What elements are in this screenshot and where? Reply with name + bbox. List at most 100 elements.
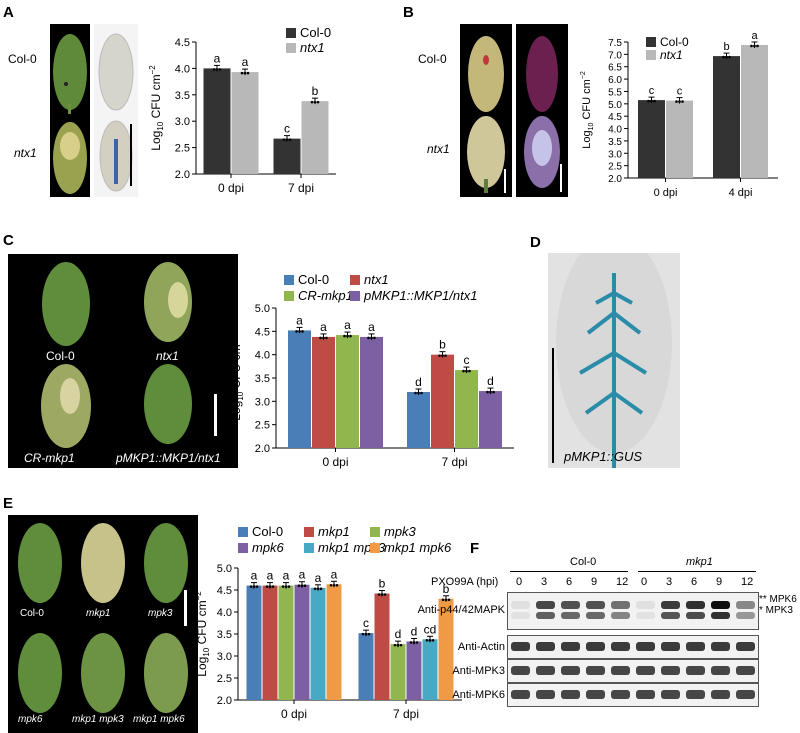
significance-letter: a bbox=[267, 569, 274, 583]
data-point bbox=[282, 138, 286, 141]
y-tick-label: 3.0 bbox=[175, 116, 190, 128]
y-tick-label: 3.0 bbox=[255, 396, 270, 408]
timepoint-label: 12 bbox=[616, 576, 629, 588]
data-point bbox=[438, 354, 441, 357]
data-point bbox=[465, 369, 468, 373]
data-point bbox=[417, 391, 420, 395]
significance-letter: a bbox=[214, 51, 221, 65]
leaf-photos-e bbox=[8, 515, 198, 733]
data-point bbox=[255, 585, 259, 588]
blot-band bbox=[561, 612, 580, 619]
y-tick-label: 2.5 bbox=[255, 420, 270, 432]
photo-label-col0-e: Col-0 bbox=[20, 608, 44, 619]
y-axis-label: Log10 CFU cm−2 bbox=[228, 335, 245, 421]
data-point bbox=[300, 584, 304, 588]
blot-band bbox=[636, 601, 655, 609]
blot-band bbox=[586, 601, 605, 609]
timepoint-label: 3 bbox=[541, 576, 548, 588]
blot-band bbox=[536, 642, 555, 651]
blot-band bbox=[736, 612, 755, 619]
blot-band bbox=[711, 642, 730, 651]
blot-band bbox=[686, 612, 705, 619]
data-point bbox=[301, 330, 304, 333]
significance-letter: d bbox=[487, 374, 494, 388]
blot-p44-f bbox=[507, 592, 759, 630]
data-point bbox=[380, 593, 384, 596]
legend-swatch bbox=[370, 543, 380, 553]
data-point bbox=[322, 336, 325, 340]
photo-label-mkp1-e: mkp1 bbox=[86, 608, 111, 619]
data-point bbox=[396, 643, 400, 647]
blot-band bbox=[636, 642, 655, 651]
data-point bbox=[756, 44, 759, 48]
legend-swatch bbox=[350, 275, 360, 285]
blot-band bbox=[611, 642, 630, 651]
y-tick-label: 2.0 bbox=[217, 695, 232, 707]
blot-band bbox=[586, 612, 605, 619]
y-tick-label: 5.0 bbox=[608, 100, 622, 111]
panel-label-b: B bbox=[403, 4, 414, 21]
data-point bbox=[249, 585, 253, 588]
significance-letter: b bbox=[379, 577, 386, 591]
data-point bbox=[361, 632, 365, 636]
legend-label: ntx1 bbox=[364, 272, 389, 287]
data-point bbox=[722, 55, 725, 59]
leaf-photos-c bbox=[8, 254, 238, 468]
group-label-col0-f: Col-0 bbox=[570, 556, 597, 568]
data-point bbox=[285, 138, 289, 141]
y-tick-label: 4.5 bbox=[217, 585, 232, 597]
bar bbox=[438, 598, 454, 700]
data-point bbox=[329, 583, 333, 587]
photo-label-mpk3-e: mpk3 bbox=[148, 608, 173, 619]
leaf-photo-b bbox=[460, 24, 512, 197]
photo-label-mkp1mpk6-e: mkp1 mpk6 bbox=[133, 714, 185, 725]
bar bbox=[358, 633, 374, 700]
y-axis-label: Log10 CFU cm−2 bbox=[198, 591, 211, 677]
legend-swatch bbox=[304, 543, 314, 553]
data-point bbox=[325, 336, 328, 340]
data-point bbox=[303, 584, 307, 588]
significance-letter: a bbox=[242, 55, 249, 69]
data-point bbox=[284, 585, 288, 588]
legend-swatch bbox=[286, 28, 296, 38]
data-point bbox=[335, 583, 339, 587]
significance-letter: a bbox=[320, 320, 327, 334]
y-tick-label: 2.0 bbox=[608, 174, 622, 185]
blot-band bbox=[686, 601, 705, 609]
blot-band bbox=[536, 666, 555, 675]
photo-label-col0-c: Col-0 bbox=[46, 349, 75, 363]
legend-label: Col-0 bbox=[252, 524, 283, 539]
data-point bbox=[653, 99, 656, 103]
bar bbox=[407, 392, 430, 448]
data-point bbox=[441, 598, 445, 602]
bar bbox=[288, 330, 311, 448]
bar bbox=[455, 370, 478, 448]
gus-caption-d: pMKP1::GUS bbox=[564, 449, 643, 464]
data-point bbox=[288, 138, 292, 141]
panel-label-e: E bbox=[3, 495, 14, 512]
blot-band bbox=[736, 642, 755, 651]
y-tick-label: 7.0 bbox=[608, 50, 622, 61]
data-point bbox=[252, 585, 256, 588]
blot-band bbox=[536, 601, 555, 609]
y-tick-label: 2.5 bbox=[608, 162, 622, 173]
blot-band bbox=[661, 642, 680, 651]
blot-band bbox=[536, 690, 555, 699]
bar bbox=[278, 585, 294, 700]
data-point bbox=[678, 100, 681, 103]
photo-label-pmkp1-c: pMKP1::MKP1/ntx1 bbox=[116, 451, 221, 465]
blot-mpk3-f bbox=[507, 659, 759, 683]
y-tick-label: 3.0 bbox=[217, 651, 232, 663]
x-tick-label: 0 dpi bbox=[218, 181, 244, 195]
data-point bbox=[468, 369, 471, 373]
blot-band bbox=[536, 612, 555, 619]
blot-band bbox=[736, 601, 755, 609]
y-axis-label: Log10 CFU cm−2 bbox=[148, 65, 165, 151]
data-point bbox=[414, 391, 417, 395]
data-point bbox=[346, 334, 349, 338]
bar bbox=[638, 100, 665, 178]
significance-letter: a bbox=[283, 569, 290, 583]
significance-letter: a bbox=[315, 571, 322, 585]
blot-band bbox=[511, 642, 530, 651]
significance-letter: b bbox=[723, 41, 729, 53]
